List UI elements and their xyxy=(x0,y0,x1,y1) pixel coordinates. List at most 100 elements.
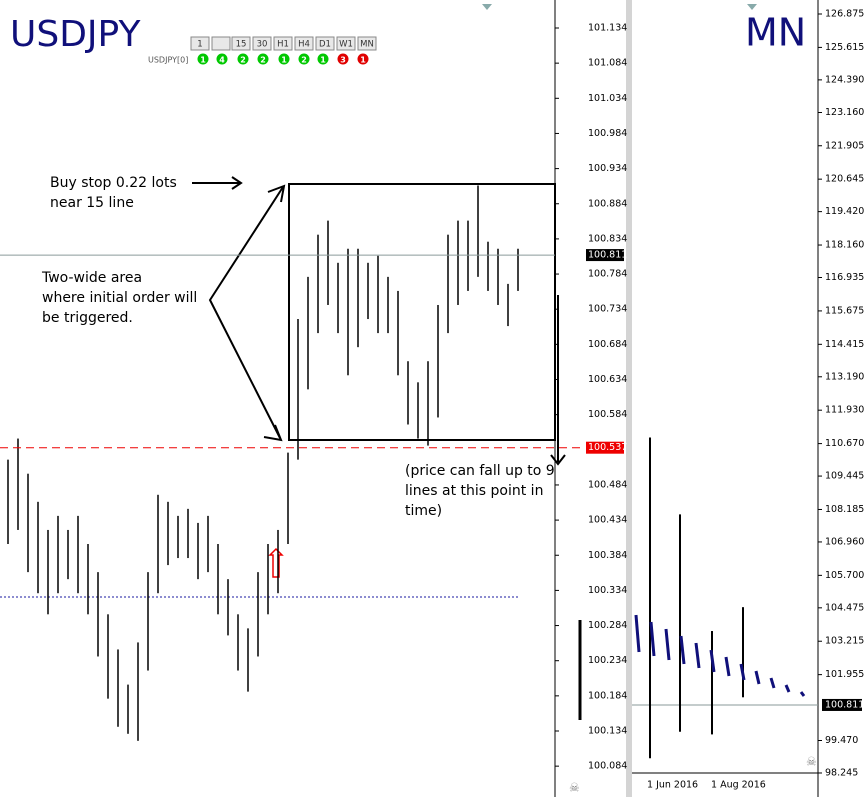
price-label: 101.084 xyxy=(588,58,627,69)
annotation: be triggered. xyxy=(42,310,133,326)
timeframe-label: MN xyxy=(360,40,374,50)
arrow-head xyxy=(267,184,286,203)
current-price: 100.811 xyxy=(588,250,627,261)
price-label: 100.934 xyxy=(588,163,627,174)
timeframe-button[interactable] xyxy=(252,36,272,51)
price-label: 100.684 xyxy=(588,339,627,350)
price-label: 100.984 xyxy=(588,128,627,139)
buy-arrow-icon xyxy=(268,547,284,578)
annotation: (price can fall up to 9 xyxy=(405,463,555,479)
count-label: 1 xyxy=(360,56,366,65)
price-label: 99.470 xyxy=(825,735,858,746)
price-label: 119.420 xyxy=(825,206,864,217)
count-badge xyxy=(216,53,228,65)
price-label: 110.670 xyxy=(825,438,864,449)
price-label: 123.160 xyxy=(825,107,864,118)
scroll-marker xyxy=(747,4,757,10)
annotation: Two-wide area xyxy=(41,270,142,286)
count-badge xyxy=(357,53,369,65)
annotation: where initial order will xyxy=(42,290,197,306)
level-bar xyxy=(679,635,686,665)
timeframe-button[interactable] xyxy=(231,36,251,51)
annotation: lines at this point in xyxy=(405,483,543,499)
timeframe-button[interactable] xyxy=(336,36,356,51)
price-label: 103.215 xyxy=(825,636,864,647)
timeframe-button[interactable] xyxy=(190,36,210,51)
price-label: 100.784 xyxy=(588,269,627,280)
price-label: 100.384 xyxy=(588,550,627,561)
price-label: 115.675 xyxy=(825,305,864,316)
timeframe-button[interactable] xyxy=(357,36,377,51)
price-label: 100.134 xyxy=(588,726,627,737)
price-label: 121.905 xyxy=(825,140,864,151)
skull-icon: ☠ xyxy=(806,755,817,769)
count-badge xyxy=(257,53,269,65)
arrow-head xyxy=(263,424,283,442)
price-label: 126.875 xyxy=(825,9,864,20)
timeframe-button[interactable] xyxy=(294,36,314,51)
level-bar xyxy=(649,621,656,657)
price-label: 108.185 xyxy=(825,504,864,515)
level-bar xyxy=(694,642,701,669)
date-label: 1 Aug 2016 xyxy=(711,780,766,791)
price-label: 100.334 xyxy=(588,585,627,596)
arrow-head xyxy=(231,176,243,190)
price-label: 111.930 xyxy=(825,405,864,416)
price-label: 100.184 xyxy=(588,690,627,701)
level-bar xyxy=(754,670,761,685)
annotation: time) xyxy=(405,503,442,519)
timeframe-label: H1 xyxy=(277,40,289,50)
count-label: 3 xyxy=(340,56,346,65)
price-label: 106.960 xyxy=(825,536,864,547)
price-label: 101.955 xyxy=(825,669,864,680)
scroll-marker xyxy=(482,4,492,10)
price-label: 98.245 xyxy=(825,767,858,778)
count-badge xyxy=(237,53,249,65)
timeframe-button[interactable] xyxy=(315,36,335,51)
price-label: 100.234 xyxy=(588,655,627,666)
price-label: 120.645 xyxy=(825,174,864,185)
timeframe-title: MN xyxy=(745,11,806,55)
order-price: 100.537 xyxy=(588,442,627,453)
price-label: 101.034 xyxy=(588,93,627,104)
count-label: 2 xyxy=(240,56,246,65)
count-badge xyxy=(197,53,209,65)
count-badge xyxy=(278,53,290,65)
symbol-title: USDJPY xyxy=(10,14,141,55)
price-label: 100.584 xyxy=(588,409,627,420)
price-label: 100.484 xyxy=(588,479,627,490)
price-label: 100.634 xyxy=(588,374,627,385)
price-label: 113.190 xyxy=(825,371,864,382)
timeframe-label: H4 xyxy=(298,40,310,50)
level-bar xyxy=(724,656,731,677)
price-label: 109.445 xyxy=(825,471,864,482)
price-label: 124.390 xyxy=(825,74,864,85)
arrow xyxy=(208,186,284,439)
date-label: 1 Jun 2016 xyxy=(647,780,698,791)
level-bar xyxy=(739,663,746,681)
annotation: Buy stop 0.22 lots xyxy=(50,175,177,191)
timeframe-label: 1 xyxy=(197,40,202,50)
count-label: 4 xyxy=(219,56,225,65)
count-label: 2 xyxy=(301,56,307,65)
level-bar xyxy=(799,691,806,697)
timeframe-label: 15 xyxy=(236,40,247,50)
timeframe-button[interactable] xyxy=(211,36,231,51)
price-label: 114.415 xyxy=(825,339,864,350)
price-label: 104.475 xyxy=(825,602,864,613)
price-label: 101.134 xyxy=(588,23,627,34)
price-label: 100.434 xyxy=(588,515,627,526)
indicator-label: USDJPY[0] xyxy=(148,56,188,65)
timeframe-button[interactable] xyxy=(273,36,293,51)
price-label: 100.084 xyxy=(588,761,627,772)
count-label: 2 xyxy=(260,56,266,65)
count-label: 1 xyxy=(281,56,287,65)
timeframe-label: W1 xyxy=(339,40,353,50)
annotation: near 15 line xyxy=(50,195,134,211)
current-price: 100.811 xyxy=(825,699,864,710)
price-label: 125.615 xyxy=(825,42,864,53)
price-tag xyxy=(586,441,624,454)
count-badge xyxy=(317,53,329,65)
